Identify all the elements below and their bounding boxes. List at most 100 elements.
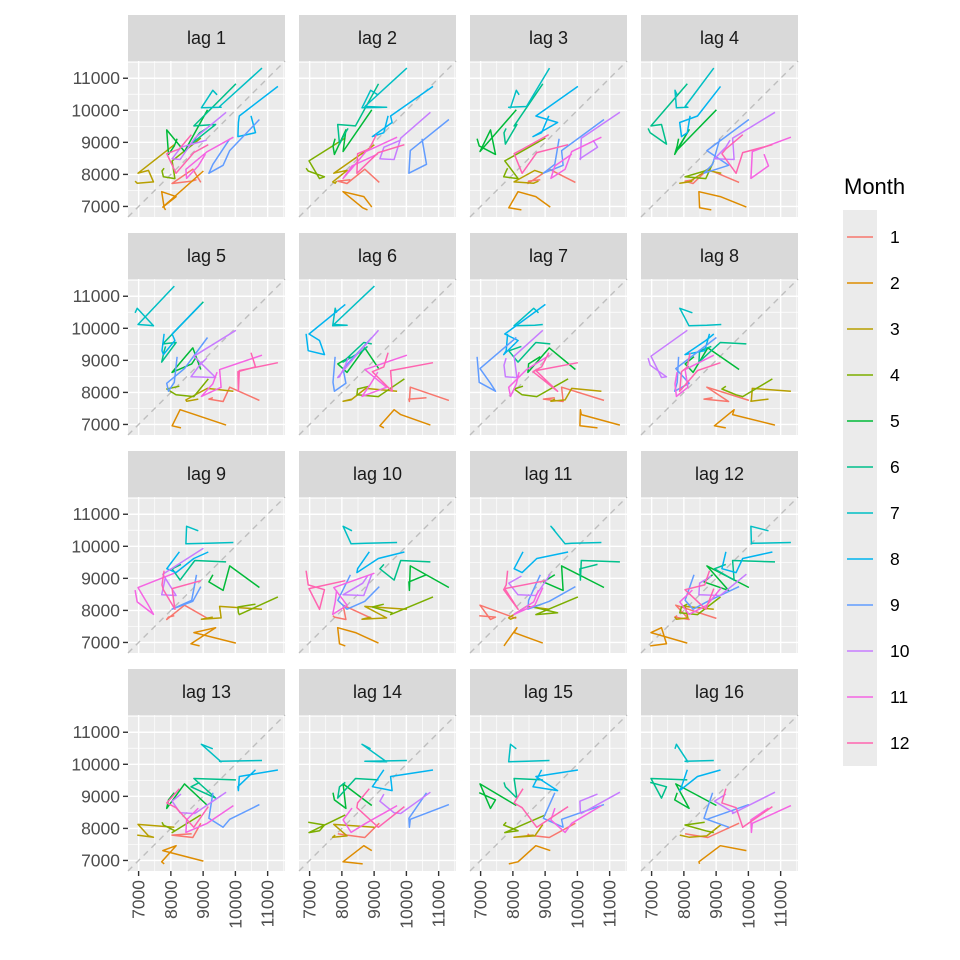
- series-line-month-10: [379, 791, 431, 815]
- series-line-month-12: [678, 352, 721, 393]
- series-line-month-12: [166, 134, 209, 175]
- legend-title: Month: [844, 174, 905, 199]
- series-line-month-11: [507, 354, 550, 398]
- x-tick-label: 11000: [600, 880, 620, 928]
- series-line-month-3: [674, 605, 714, 620]
- identity-reference-line: [298, 496, 457, 654]
- series-line-month-12: [161, 570, 201, 611]
- legend-label: 5: [890, 411, 900, 431]
- facet-panel-lag-13: lag 13 7000 8000 9000 10000 11000 7000 8000 9000…: [71, 669, 286, 929]
- y-tick-label: 8000: [81, 818, 120, 838]
- strip-background: [128, 15, 285, 61]
- identity-reference-line: [469, 60, 628, 218]
- series-line-month-8: [305, 303, 346, 356]
- x-tick-label: 9000: [535, 880, 555, 919]
- series-line-month-1: [337, 168, 380, 185]
- series-line-month-6: [379, 559, 431, 581]
- strip-label: lag 8: [700, 246, 739, 266]
- series-line-month-12: [721, 788, 773, 829]
- series-line-month-3: [513, 823, 544, 838]
- legend-item-month-7: 7: [847, 503, 900, 523]
- strip-label: lag 7: [529, 246, 568, 266]
- series-line-month-9: [408, 792, 450, 828]
- series-line-month-5: [476, 109, 517, 156]
- facet-panel-lag-5: lag 5 7000 8000 9000 10000 11000: [71, 233, 286, 436]
- y-tick-label: 11000: [73, 68, 121, 88]
- series-line-month-9: [703, 118, 750, 174]
- series-line-month-10: [171, 111, 227, 161]
- strip-label: lag 4: [700, 28, 739, 48]
- series-line-month-6: [647, 83, 688, 145]
- series-line-month-7: [507, 67, 551, 109]
- series-line-month-2: [160, 170, 204, 211]
- series-line-month-1: [684, 168, 740, 185]
- series-line-month-11: [200, 354, 263, 398]
- x-tick-label: 11000: [258, 880, 278, 928]
- identity-reference-line: [298, 714, 457, 872]
- series-line-month-7: [550, 525, 602, 545]
- legend-label: 9: [890, 595, 900, 615]
- y-tick-label: 7000: [81, 632, 120, 652]
- strip-label: lag 13: [182, 682, 231, 702]
- series-line-month-3: [200, 605, 263, 620]
- series-line-month-9: [171, 574, 202, 610]
- series-line-month-1: [479, 604, 517, 621]
- series-line-month-4: [684, 821, 714, 834]
- series-line-month-12: [532, 352, 579, 393]
- legend-label: 3: [890, 319, 900, 339]
- series-line-month-2: [508, 190, 551, 211]
- series-line-month-4: [356, 378, 405, 398]
- series-line-month-10: [647, 329, 688, 379]
- series-line-month-7: [750, 525, 791, 545]
- facet-panel-lag-11: lag 11: [469, 451, 628, 654]
- x-tick-label: 7000: [129, 880, 149, 919]
- identity-reference-line: [469, 714, 628, 872]
- series-line-month-2: [508, 844, 551, 865]
- series-line-month-8: [678, 769, 721, 792]
- facet-panel-lag-8: lag 8: [640, 233, 799, 436]
- facet-panel-lag-14: lag 14 7000 8000 9000 10000 11000: [298, 669, 457, 929]
- series-line-month-1: [171, 822, 202, 839]
- strip-background: [641, 451, 798, 497]
- y-tick-label: 10000: [71, 536, 120, 556]
- x-tick-label: 9000: [706, 880, 726, 919]
- series-line-month-7: [679, 307, 722, 327]
- strip-background: [299, 233, 456, 279]
- series-line-month-1: [542, 386, 605, 403]
- legend-item-month-12: 12: [847, 733, 909, 753]
- series-line-month-5: [165, 783, 209, 810]
- series-line-month-11: [361, 354, 408, 398]
- series-line-month-10: [336, 329, 380, 379]
- series-line-month-10: [579, 111, 621, 161]
- series-line-month-8: [237, 85, 279, 138]
- x-tick-label: 9000: [193, 880, 213, 919]
- series-line-month-4: [161, 814, 202, 834]
- series-line-month-7: [200, 743, 263, 763]
- strip-background: [641, 15, 798, 61]
- x-tick-label: 7000: [471, 880, 491, 919]
- series-line-month-9: [337, 574, 380, 610]
- legend-item-month-4: 4: [847, 365, 900, 385]
- identity-reference-line: [127, 714, 286, 872]
- series-line-month-4: [305, 137, 346, 180]
- series-line-month-2: [171, 408, 227, 429]
- x-tick-label: 8000: [332, 880, 352, 919]
- facet-panel-lag-1: lag 1 7000 8000 9000 10000 11000: [71, 15, 286, 218]
- series-line-month-8: [166, 551, 209, 574]
- series-line-month-4: [308, 814, 346, 834]
- legend-label: 11: [890, 687, 908, 707]
- series-line-month-11: [550, 136, 602, 180]
- series-line-month-6: [171, 559, 227, 581]
- strip-background: [641, 233, 798, 279]
- y-tick-label: 11000: [73, 504, 121, 524]
- series-line-month-8: [237, 769, 279, 792]
- series-line-month-5: [478, 783, 517, 810]
- series-line-month-1: [332, 604, 373, 621]
- series-line-month-12: [513, 788, 569, 829]
- series-line-month-12: [356, 788, 405, 829]
- series-line-month-2: [713, 408, 776, 429]
- identity-reference-line: [298, 278, 457, 436]
- legend-item-month-3: 3: [847, 319, 900, 339]
- series-line-month-12: [684, 570, 715, 611]
